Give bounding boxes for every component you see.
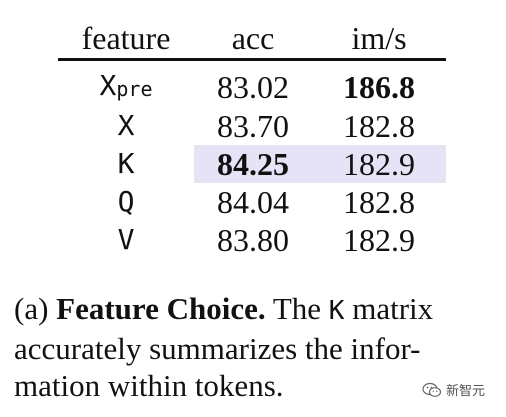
table-row: Q 84.04 182.8 [58,183,446,221]
table-row: X 83.70 182.8 [58,107,446,145]
table-row-highlighted: K 84.25 182.9 [58,145,446,183]
feature-subscript: pre [116,77,153,101]
caption-text-before: The [272,291,322,326]
header-ims: im/s [312,18,446,61]
feature-cell: Q [58,183,194,221]
feature-cell: V [58,221,194,259]
table-row: V 83.80 182.9 [58,221,446,259]
ims-cell: 182.9 [343,222,415,258]
acc-cell-best: 84.25 [194,145,312,183]
caption-label: (a) [14,291,49,326]
caption-title: Feature Choice. [56,291,266,326]
acc-cell: 83.80 [217,222,289,258]
feature-cell: K [58,145,194,183]
feature-cell: X [58,107,194,145]
feature-choice-table: feature acc im/s Xpre 83.02 186.8 X 83.7… [58,18,446,259]
table-caption: (a) Feature Choice. The K matrix accurat… [14,290,484,404]
acc-cell: 84.04 [217,184,289,220]
acc-cell: 83.02 [217,69,289,105]
watermark: 新智元 [422,380,485,399]
ims-cell-best: 186.8 [343,69,415,105]
ims-cell: 182.8 [343,108,415,144]
ims-cell: 182.9 [312,145,446,183]
ims-cell: 182.8 [343,184,415,220]
feature-cell: Xpre [58,60,194,108]
feature-name: V [117,223,135,256]
caption-text-after: matrix accurately summarizes the infor-m… [14,291,434,403]
table-row: Xpre 83.02 186.8 [58,60,446,108]
watermark-text: 新智元 [446,384,486,399]
acc-cell: 83.70 [217,108,289,144]
feature-name: K [117,147,135,180]
feature-name: X [117,109,135,142]
header-feature: feature [58,18,194,61]
table-header-row: feature acc im/s [58,18,446,61]
wechat-icon [422,382,442,398]
results-table-container: feature acc im/s Xpre 83.02 186.8 X 83.7… [58,18,446,259]
feature-name: Q [117,185,135,218]
caption-code: K [328,296,345,326]
header-acc: acc [194,18,312,61]
feature-name: X [99,69,117,102]
